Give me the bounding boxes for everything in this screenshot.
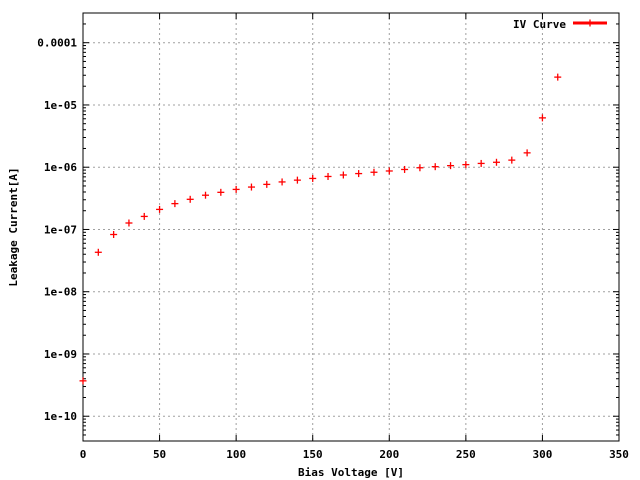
y-tick-label: 1e-06 — [44, 161, 77, 174]
data-point — [416, 164, 424, 172]
data-point — [293, 176, 301, 184]
data-point — [401, 165, 409, 173]
data-point — [324, 172, 332, 180]
data-point — [370, 168, 378, 176]
data-point — [94, 248, 102, 256]
x-tick-label: 50 — [153, 448, 166, 461]
data-point — [477, 159, 485, 167]
data-point — [79, 377, 87, 385]
y-tick-label: 1e-05 — [44, 99, 77, 112]
data-point — [385, 167, 393, 175]
plot-frame — [82, 12, 620, 442]
data-point — [247, 183, 255, 191]
data-point — [339, 171, 347, 179]
x-tick-label: 0 — [80, 448, 87, 461]
data-point — [508, 156, 516, 164]
y-tick-labels: 1e-10 1e-09 1e-08 1e-07 1e-06 1e-05 0.0001 — [37, 37, 77, 424]
y-tick-label: 1e-08 — [44, 286, 77, 299]
x-tick-label: 150 — [303, 448, 323, 461]
data-point — [492, 158, 500, 166]
data-point — [202, 191, 210, 199]
data-point — [278, 178, 286, 186]
data-point — [355, 170, 363, 178]
data-point — [110, 231, 118, 239]
data-point — [554, 73, 562, 81]
x-tick-label: 100 — [226, 448, 246, 461]
y-tick-label: 1e-07 — [44, 223, 77, 236]
gridlines — [83, 13, 619, 441]
x-tick-label: 300 — [532, 448, 552, 461]
legend: IV Curve — [513, 18, 607, 31]
data-point — [263, 180, 271, 188]
data-point — [462, 161, 470, 169]
data-point — [309, 174, 317, 182]
legend-label: IV Curve — [513, 18, 566, 31]
data-point — [125, 219, 133, 227]
data-point — [171, 200, 179, 208]
y-tick-label: 1e-09 — [44, 348, 77, 361]
data-point — [431, 163, 439, 171]
data-point — [447, 162, 455, 170]
data-point — [217, 188, 225, 196]
data-point — [156, 205, 164, 213]
data-point — [232, 185, 240, 193]
data-point — [538, 114, 546, 122]
x-tick-label: 200 — [379, 448, 399, 461]
x-tick-label: 250 — [456, 448, 476, 461]
data-point — [523, 149, 531, 157]
legend-marker — [586, 19, 594, 27]
x-tick-labels: 0 50 100 150 200 250 300 350 — [80, 448, 629, 461]
data-point — [186, 195, 194, 203]
y-tick-label: 1e-10 — [44, 410, 77, 423]
y-axis-label: Leakage Current[A] — [7, 167, 20, 286]
data-series — [79, 73, 562, 385]
y-tick-label: 0.0001 — [37, 37, 77, 50]
x-axis-label: Bias Voltage [V] — [298, 466, 404, 479]
x-tick-label: 350 — [609, 448, 629, 461]
data-point — [140, 212, 148, 220]
